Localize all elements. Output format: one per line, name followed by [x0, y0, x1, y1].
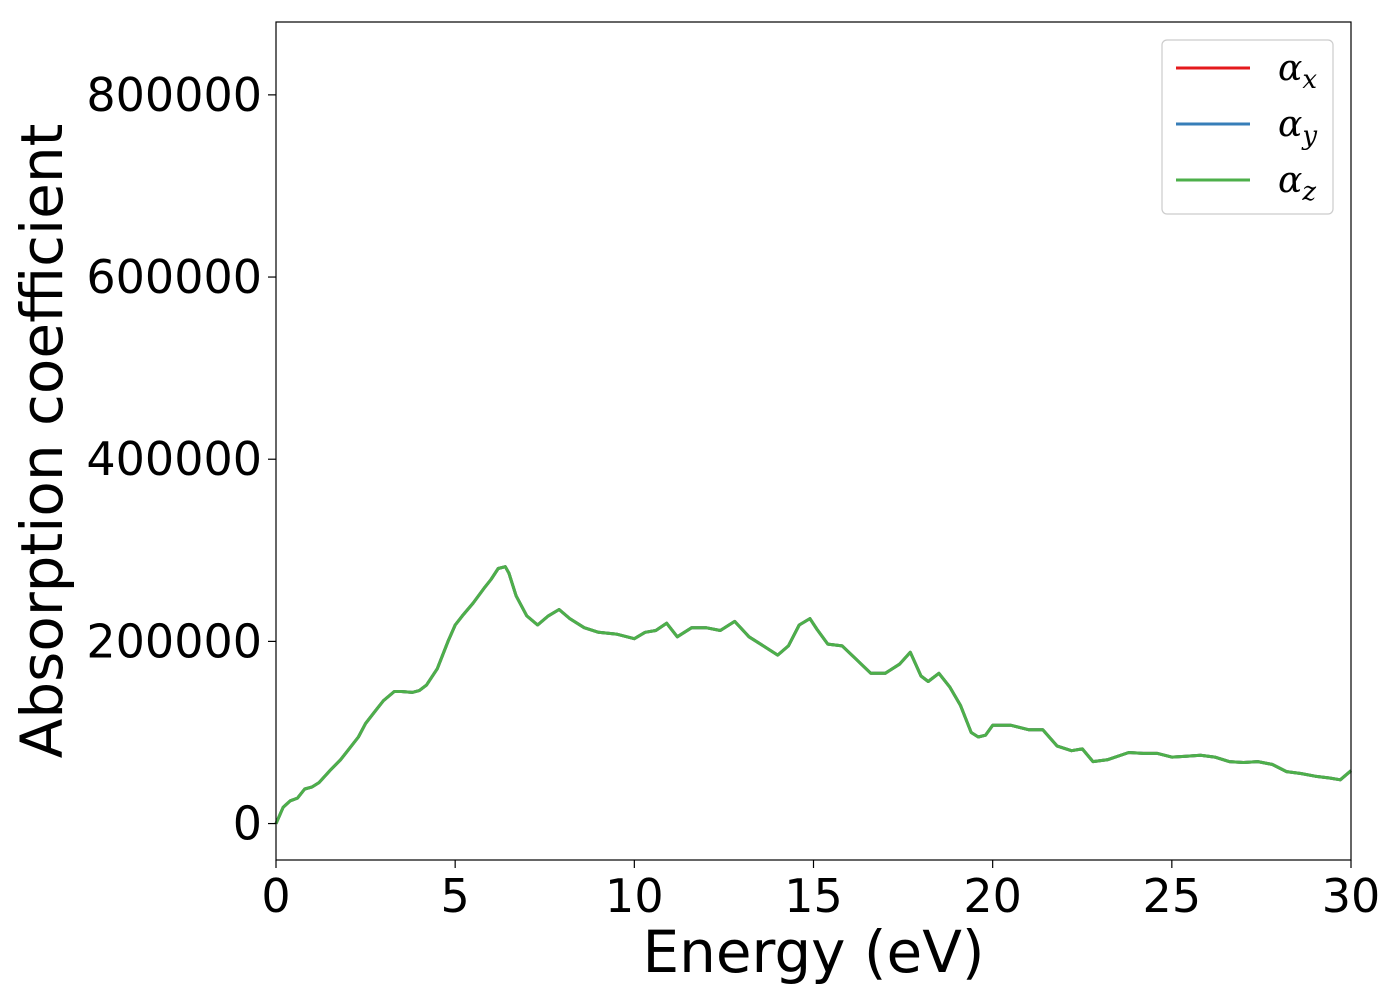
legend-item-z: αz: [1176, 160, 1316, 207]
series-layer: [274, 565, 1352, 825]
x-tick-label: 20: [963, 869, 1022, 923]
legend-label: αz: [1278, 160, 1316, 207]
y-tick-label: 600000: [86, 250, 262, 304]
y-tick-label: 400000: [86, 432, 262, 486]
x-tick-label: 0: [261, 869, 290, 923]
y-axis-label: Absorption coefficient: [8, 124, 76, 759]
legend-item-x: αx: [1176, 48, 1317, 95]
x-tick-label: 5: [441, 869, 470, 923]
legend-item-y: αy: [1176, 104, 1317, 151]
series-line-y: [274, 565, 1352, 825]
y-tick-label: 800000: [86, 68, 262, 122]
series-line-x: [274, 565, 1352, 825]
legend: αx αy αz: [1161, 39, 1334, 215]
x-tick-label: 30: [1322, 869, 1381, 923]
y-tick-label: 0: [233, 797, 262, 851]
series-line-z: [274, 565, 1352, 825]
x-axis-label: Energy (eV): [642, 918, 984, 986]
x-tick-label: 25: [1143, 869, 1202, 923]
x-axis-ticks: 0 5 10 15 20 25 30: [261, 860, 1380, 923]
y-axis-ticks: 0 200000 400000 600000 800000: [86, 68, 276, 851]
legend-label: αy: [1278, 104, 1317, 151]
x-tick-label: 15: [784, 869, 843, 923]
legend-box: [1161, 39, 1334, 215]
legend-label: αx: [1278, 48, 1317, 95]
y-tick-label: 200000: [86, 614, 262, 668]
x-tick-label: 10: [605, 869, 664, 923]
